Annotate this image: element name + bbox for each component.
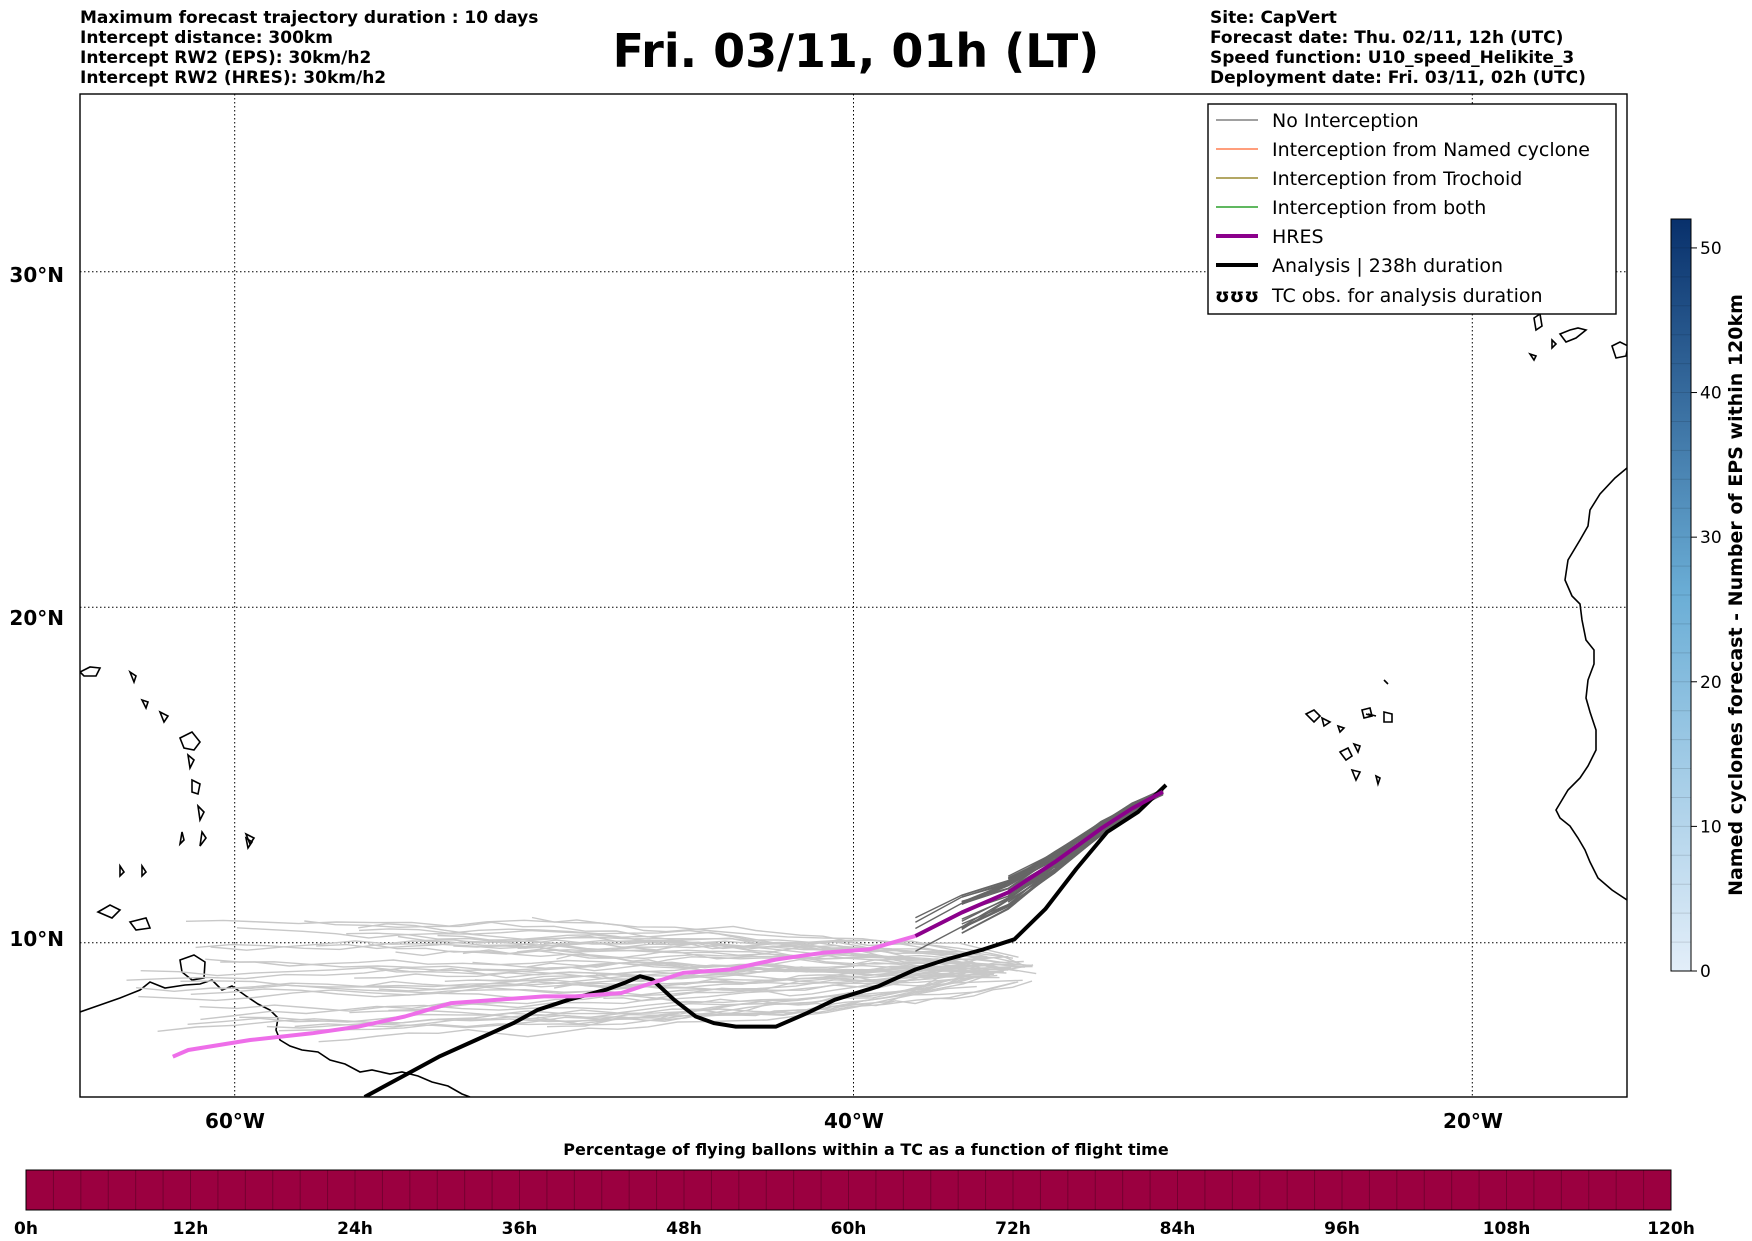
ensemble-track-light [195,939,989,975]
colorbar-right: 0 10 20 30 40 50 Named cyclones forecast - Nu… [1670,218,1747,982]
ensemble-track-light [363,970,1007,988]
colorbar-right-ticks: 0 10 20 30 40 50 [1671,218,1722,982]
hres-track [914,789,1164,938]
coastline-cape-verde-north [1304,709,1346,734]
colorbar-right-tick-label: 40 [1700,384,1722,404]
header-line: Site: CapVert [1210,8,1337,28]
header-line: Speed function: U10_speed_Helikite_3 [1210,48,1575,68]
coastline-canaries [1528,312,1627,362]
legend-label: Analysis | 238h duration [1272,255,1503,277]
ensemble-track-light [220,959,982,973]
colorbar-bottom-label: Percentage of flying ballons within a TC… [563,1140,1169,1159]
colorbar-bottom-tick-label: 48h [666,1219,702,1239]
analysis-track [363,783,1168,1097]
header-line: Intercept RW2 (HRES): 30km/h2 [80,68,387,88]
colorbar-right-gradient [1670,218,1692,972]
colorbar-right-tick-label: 30 [1700,528,1722,548]
coastlines [80,312,1627,1097]
legend-label: Interception from Trochoid [1272,168,1522,190]
header-line: Intercept distance: 300km [80,28,333,48]
legend-label: No Interception [1272,110,1419,132]
lon-label-20w: 20°W [1443,1109,1503,1133]
lon-label-40w: 40°W [824,1109,884,1133]
ensemble-track-light [388,976,1000,1012]
colorbar-right-label: Named cyclones forecast - Number of EPS … [1725,294,1747,896]
colorbar-bottom-tick-label: 0h [14,1219,38,1239]
header-line: Deployment date: Fri. 03/11, 02h (UTC) [1210,68,1586,88]
axis-labels: 30°N 20°N 10°N 60°W 40°W 20°W [9,263,1503,1133]
coastline-cape-verde-south [1350,768,1381,787]
ensemble-track-light [199,979,1023,1012]
ensemble-track-light [318,985,977,1043]
legend-box [1207,103,1617,315]
legend-label: HRES [1272,226,1324,248]
colorbar-right-tick-label: 50 [1700,239,1722,259]
colorbar-bottom-bar [25,1169,1672,1211]
colorbar-bottom-tick-label: 24h [337,1219,373,1239]
ensemble-track-light [138,975,990,1002]
coastline-barbados [244,832,256,846]
legend: No Interception Interception from Named … [1207,103,1617,315]
ensemble-track-light [278,975,967,1032]
legend-label: TC obs. for analysis duration [1271,285,1543,307]
page-title: Fri. 03/11, 01h (LT) [612,24,1100,78]
ensemble-track-light [531,916,1025,967]
ensemble-track-light [200,971,977,1021]
colorbar-bottom-tick-label: 96h [1324,1219,1360,1239]
colorbar-bottom-tick-label: 72h [995,1219,1031,1239]
legend-label: Interception from both [1272,197,1486,219]
colorbar-bottom-tick-label: 60h [831,1219,867,1239]
colorbar-right-tick-label: 20 [1700,673,1722,693]
colorbar-bottom-ticks: 0h 12h 24h 36h 48h 60h 72h 84h 96h 108h 120h [14,1170,1695,1239]
lon-label-60w: 60°W [205,1109,265,1133]
map-content [80,94,1627,1097]
coastline-venezuela-islands [96,904,152,931]
header-line: Maximum forecast trajectory duration : 1… [80,8,539,28]
ensemble-track-light [205,958,965,973]
header-left-info: Maximum forecast trajectory duration : 1… [80,8,538,88]
header-right-info: Site: CapVert Forecast date: Thu. 02/11,… [1210,8,1586,88]
colorbar-bottom-tick-label: 108h [1483,1219,1531,1239]
ensemble-track-light [304,920,991,959]
coastline-south-america [80,979,471,1097]
colorbar-bottom: Percentage of flying ballons within a TC… [14,1140,1695,1239]
colorbar-bottom-tick-label: 12h [173,1219,209,1239]
colorbar-right-tick-label: 0 [1700,962,1711,982]
colorbar-bottom-tick-label: 84h [1160,1219,1196,1239]
ensemble-track-light [477,939,1019,964]
coastline-africa [1555,467,1627,901]
ensemble-track-light [239,964,1034,1023]
lat-label-10: 10°N [9,927,64,951]
lat-label-20: 20°N [9,606,64,630]
hres-track-late [172,934,916,1059]
header-line: Intercept RW2 (EPS): 30km/h2 [80,48,372,68]
colorbar-bottom-tick-label: 36h [502,1219,538,1239]
legend-label: Interception from Named cyclone [1272,139,1590,161]
main-tracks [172,783,1168,1097]
coastline-cape-verde [1338,679,1393,762]
lat-label-30: 30°N [9,263,64,287]
ensemble-track-light [294,981,1016,1028]
map-border [79,93,1628,1098]
tc-obs-symbol-icon: ʊʊʊ [1215,285,1259,307]
colorbar-bottom-tick-label: 120h [1647,1219,1695,1239]
colorbar-right-tick-label: 10 [1700,817,1722,837]
header-line: Forecast date: Thu. 02/11, 12h (UTC) [1210,28,1564,48]
ensemble-track-light [157,981,1019,1032]
